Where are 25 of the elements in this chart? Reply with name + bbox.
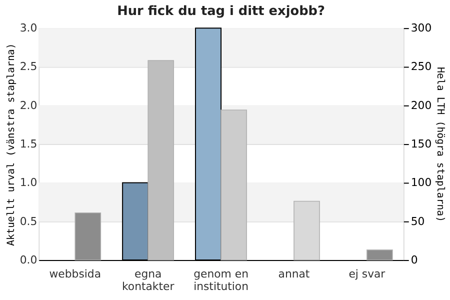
y-tick-label: 2.5 bbox=[20, 60, 38, 74]
y2-tick-label: 100 bbox=[410, 176, 432, 190]
y2-tick-label: 300 bbox=[410, 22, 432, 35]
bar bbox=[74, 212, 102, 260]
y-tick-label: 1.0 bbox=[20, 176, 38, 190]
x-tick-label: genom en institution bbox=[194, 267, 249, 294]
y-axis-title: Aktuellt urval (vänstra staplarna) bbox=[6, 43, 17, 246]
bar bbox=[148, 60, 174, 260]
y2-tick-label: 250 bbox=[410, 60, 432, 74]
y-tick-label: 3.0 bbox=[20, 22, 38, 35]
y2-tick-label: 0 bbox=[410, 253, 418, 266]
y2-tick-label: 200 bbox=[410, 98, 432, 112]
chart-title: Hur fick du tag i ditt exjobb? bbox=[117, 4, 325, 20]
y-tick-label: 2.0 bbox=[20, 98, 38, 112]
y-tick-label: 0.5 bbox=[20, 214, 38, 228]
y2-axis-title: Hela LTH (högra staplarna) bbox=[434, 66, 446, 222]
y2-tick-label: 50 bbox=[410, 214, 425, 228]
bar bbox=[366, 250, 393, 260]
y-tick-label: 0.0 bbox=[20, 253, 38, 266]
x-tick-label: ej svar bbox=[348, 267, 386, 280]
x-tick-label: webbsida bbox=[49, 267, 101, 280]
y-tick-label: 1.5 bbox=[20, 138, 38, 151]
y2-tick-label: 150 bbox=[410, 138, 432, 151]
x-tick-label: annat bbox=[278, 267, 310, 280]
x-tick-label: egna kontakter bbox=[122, 267, 175, 294]
